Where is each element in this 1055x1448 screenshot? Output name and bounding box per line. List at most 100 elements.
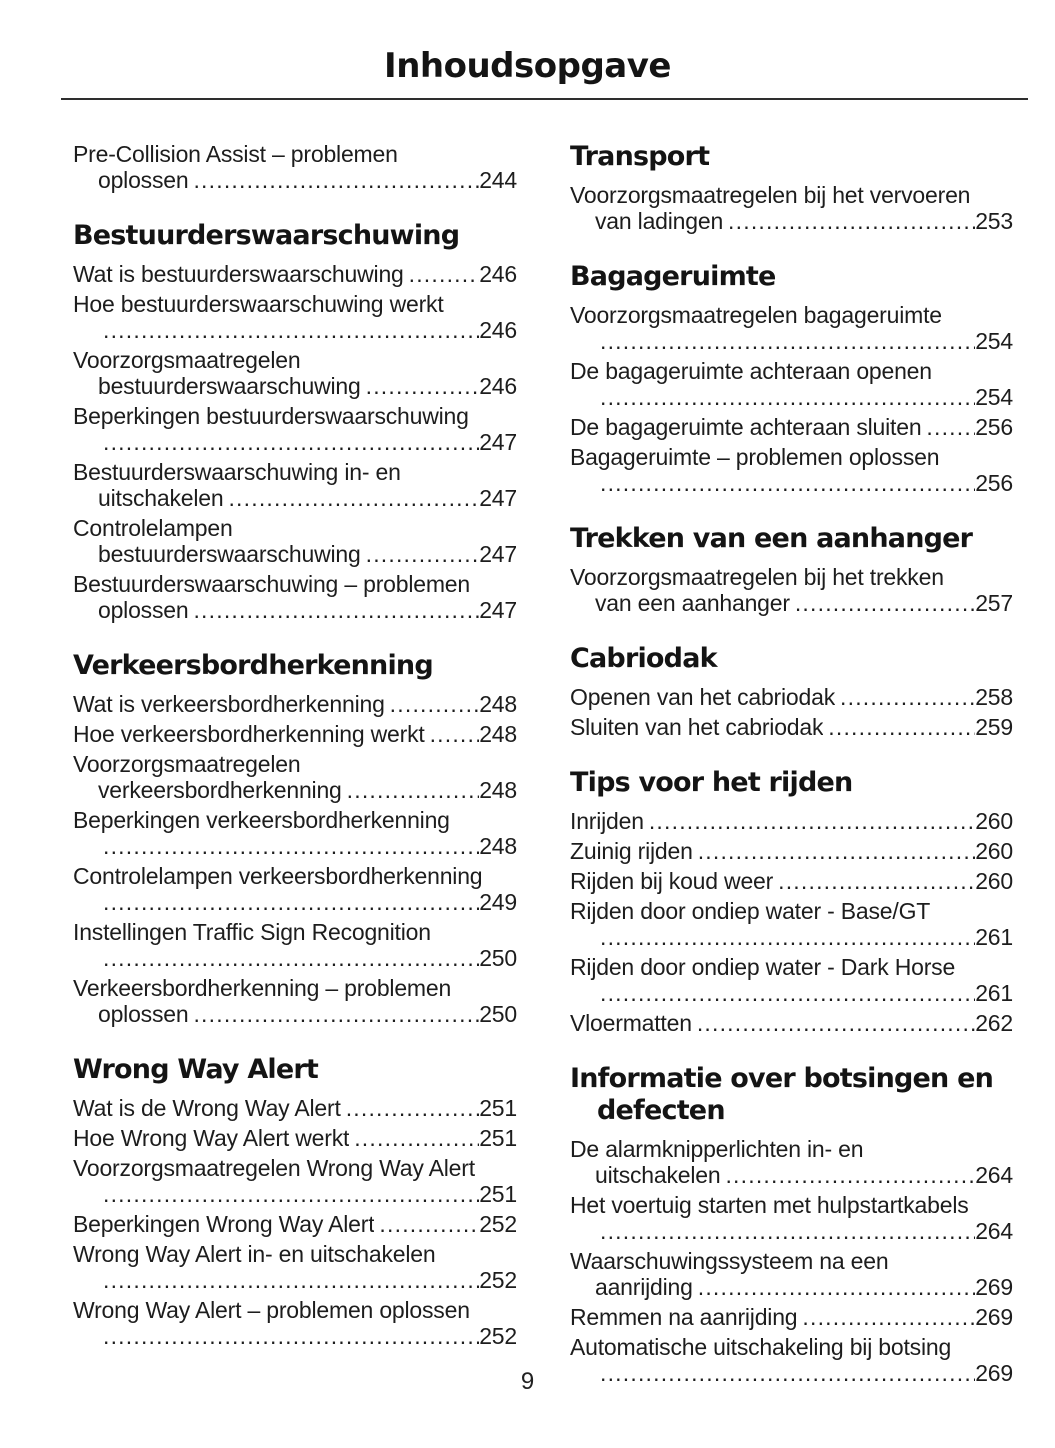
section-heading-line: Informatie over botsingen en [570,1063,994,1094]
dot-leader [698,838,976,864]
toc-entry-text: Waarschuwingssysteem na een [570,1248,889,1274]
dot-leader [600,384,975,410]
toc-entry-line: Hoe bestuurderswaarschuwing werkt [73,291,517,317]
toc-entry-text: Verkeersbordherkenning – problemen [73,975,452,1001]
toc-entry-line: van een aanhanger 257 [570,590,1013,616]
toc-section: Wrong Way Alert Wat is de Wrong Way Alert… [73,1054,517,1349]
toc-entry-line: 269 [570,1360,1013,1386]
toc-entry-line: 254 [570,384,1013,410]
toc-entry-line: Controlelampen [73,515,517,541]
toc-entry-text: verkeersbordherkenning [98,777,342,803]
toc-entry: Hoe bestuurderswaarschuwing werkt 246 [73,291,517,343]
toc-entry: Wrong Way Alert in- en uitschakelen 252 [73,1241,517,1293]
toc-entry-line: De alarmknipperlichten in- en [570,1136,1013,1162]
toc-entry-line: bestuurderswaarschuwing 246 [73,373,517,399]
section-heading-line: Cabriodak [570,643,718,674]
toc-entry-text: Openen van het cabriodak [570,684,836,710]
toc-page-number: 252 [479,1323,517,1349]
toc-entry: Instellingen Traffic Sign Recognition 250 [73,919,517,971]
toc-entry-line: Bestuurderswaarschuwing in- en [73,459,517,485]
toc-entry-text: Wrong Way Alert in- en uitschakelen [73,1241,436,1267]
toc-entry-text: Controlelampen verkeersbordherkenning [73,863,483,889]
toc-entry-line: Waarschuwingssysteem na een [570,1248,1013,1274]
toc-entry: Beperkingen Wrong Way Alert 252 [73,1211,517,1237]
section-heading-line: Verkeersbordherkenning [73,650,434,681]
toc-entry: Bestuurderswaarschuwing in- en uitschakel… [73,459,517,511]
toc-entry-line: verkeersbordherkenning 248 [73,777,517,803]
section-heading-line: Bestuurderswaarschuwing [73,220,460,251]
toc-entry-line: Automatische uitschakeling bij botsing [570,1334,1013,1360]
dot-leader [778,868,975,894]
dot-leader [600,328,975,354]
toc-page-number: 246 [479,373,517,399]
toc-entry-line: 249 [73,889,517,915]
toc-entry-line: De bagageruimte achteraan sluiten 256 [570,414,1013,440]
toc-entry: Pre-Collision Assist – problemen oplossen… [73,141,517,193]
toc-page-number: 247 [479,541,517,567]
section-heading-line: Trekken van een aanhanger [570,523,973,554]
dot-leader [103,889,479,915]
toc-entry-text: Rijden bij koud weer [570,868,774,894]
toc-entry-line: 251 [73,1181,517,1207]
toc-entry: Bestuurderswaarschuwing – problemen oplos… [73,571,517,623]
toc-entry: Controlelampen verkeersbordherkenning249 [73,863,517,915]
toc-entry-text: Wat is bestuurderswaarschuwing [73,261,404,287]
toc-entry-text: Voorzorgsmaatregelen [73,347,301,373]
toc-page-number: 256 [975,414,1013,440]
toc-entry: Sluiten van het cabriodak 259 [570,714,1013,740]
toc-entry-line: Verkeersbordherkenning – problemen [73,975,517,1001]
toc-entry: De bagageruimte achteraan openen 254 [570,358,1013,410]
dot-leader [600,1218,975,1244]
toc-entry-line: 261 [570,924,1013,950]
toc-entry-line: oplossen 244 [73,167,517,193]
dot-leader [600,470,975,496]
toc-entry: Automatische uitschakeling bij botsing 26… [570,1334,1013,1386]
dot-leader [725,1162,975,1188]
dot-leader [103,317,479,343]
dot-leader [649,808,975,834]
toc-entry-line: Openen van het cabriodak 258 [570,684,1013,710]
toc-section: Cabriodak Openen van het cabriodak 258 Slui… [570,643,1013,740]
toc-entry-line: Beperkingen bestuurderswaarschuwing [73,403,517,429]
dot-leader [840,684,975,710]
toc-entry: Voorzorgsmaatregelen bestuurderswaarschuw… [73,347,517,399]
dot-leader [193,167,479,193]
toc-entry-text: oplossen [98,597,189,623]
toc-entry: Voorzorgsmaatregelen Wrong Way Alert251 [73,1155,517,1207]
toc-entry-text: Beperkingen verkeersbordherkenning [73,807,450,833]
toc-entry-line: van ladingen 253 [570,208,1013,234]
toc-entry: De alarmknipperlichten in- en uitschakele… [570,1136,1013,1188]
toc-entry: Rijden door ondiep water - Dark Horse 261 [570,954,1013,1006]
toc-page-number: 258 [975,684,1013,710]
toc-entry-line: Sluiten van het cabriodak 259 [570,714,1013,740]
toc-entry-text: Inrijden [570,808,644,834]
dot-leader [795,590,975,616]
toc-page-number: 261 [975,924,1013,950]
section-heading-line: Bagageruimte [570,261,776,292]
toc-entry-line: Rijden door ondiep water - Base/GT [570,898,1013,924]
toc-entry-line: Wat is bestuurderswaarschuwing 246 [73,261,517,287]
toc-section: Bagageruimte Voorzorgsmaatregelen bagager… [570,261,1013,496]
toc-entry-line: Hoe Wrong Way Alert werkt 251 [73,1125,517,1151]
section-heading: Bestuurderswaarschuwing [73,220,517,252]
toc-entry-text: Pre-Collision Assist – problemen [73,141,398,167]
toc-entry: Beperkingen verkeersbordherkenning 248 [73,807,517,859]
section-heading-line: defecten [597,1095,726,1126]
dot-leader [346,1095,480,1121]
toc-page-number: 248 [479,777,517,803]
toc-entry-text: Hoe Wrong Way Alert werkt [73,1125,350,1151]
toc-entry: Verkeersbordherkenning – problemen oploss… [73,975,517,1027]
section-heading: Trekken van een aanhanger [570,523,1013,555]
toc-entry-text: Wat is de Wrong Way Alert [73,1095,341,1121]
toc-entry-text: Automatische uitschakeling bij botsing [570,1334,952,1360]
toc-entry-line: Rijden door ondiep water - Dark Horse [570,954,1013,980]
toc-section: Pre-Collision Assist – problemen oplossen… [73,141,517,193]
toc-page-number: 244 [479,167,517,193]
dot-leader [103,833,479,859]
toc-entry-line: 252 [73,1267,517,1293]
toc-entry: Voorzorgsmaatregelen bij het trekken van … [570,564,1013,616]
toc-entry-line: Pre-Collision Assist – problemen [73,141,517,167]
dot-leader [354,1125,479,1151]
toc-entry-line: Voorzorgsmaatregelen [73,751,517,777]
